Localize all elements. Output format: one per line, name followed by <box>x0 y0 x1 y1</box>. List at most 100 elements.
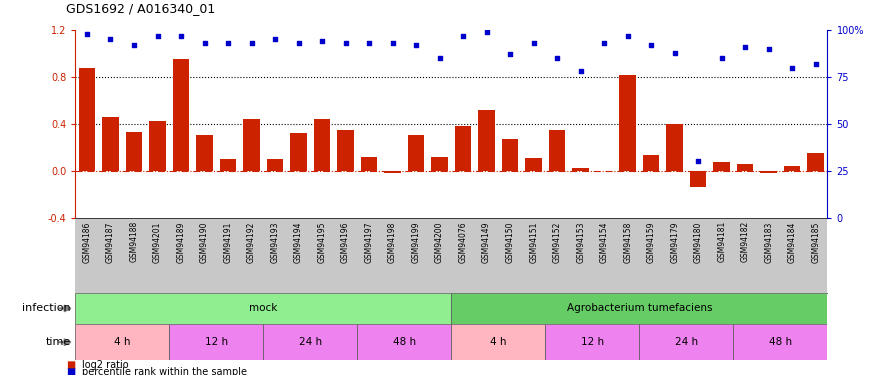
Text: percentile rank within the sample: percentile rank within the sample <box>82 367 247 375</box>
Text: GSM94152: GSM94152 <box>552 221 562 262</box>
Point <box>644 42 658 48</box>
Point <box>338 40 352 46</box>
Point <box>762 46 776 52</box>
Bar <box>408 135 424 171</box>
Text: GSM94188: GSM94188 <box>129 221 138 262</box>
Point <box>456 33 470 39</box>
Text: GSM94179: GSM94179 <box>670 221 679 263</box>
Bar <box>545 324 639 360</box>
Bar <box>451 292 827 324</box>
Text: GSM94158: GSM94158 <box>623 221 632 262</box>
Point <box>268 36 282 42</box>
Text: log2 ratio: log2 ratio <box>82 360 129 370</box>
Text: GSM94201: GSM94201 <box>153 221 162 262</box>
Text: GSM94150: GSM94150 <box>505 221 514 263</box>
Text: 48 h: 48 h <box>769 337 792 347</box>
Point <box>291 40 305 46</box>
Point <box>80 31 94 37</box>
Bar <box>150 122 165 171</box>
Text: GSM94191: GSM94191 <box>224 221 233 262</box>
Text: 12 h: 12 h <box>581 337 604 347</box>
Text: GSM94200: GSM94200 <box>435 221 444 263</box>
Point <box>527 40 541 46</box>
Point <box>174 33 189 39</box>
Bar <box>784 166 800 171</box>
Text: GSM94199: GSM94199 <box>412 221 420 263</box>
Text: GSM94181: GSM94181 <box>717 221 727 262</box>
Bar <box>314 119 330 171</box>
Text: Agrobacterium tumefaciens: Agrobacterium tumefaciens <box>566 303 712 313</box>
Bar <box>690 171 706 187</box>
Point <box>809 61 823 67</box>
Point <box>550 55 565 61</box>
Bar <box>361 157 377 171</box>
Point <box>620 33 635 39</box>
Bar <box>79 68 96 171</box>
Point <box>221 40 235 46</box>
Bar <box>526 158 542 171</box>
Bar <box>807 153 824 171</box>
Point <box>433 55 447 61</box>
Text: 12 h: 12 h <box>204 337 227 347</box>
Point <box>785 64 799 70</box>
Text: GSM94198: GSM94198 <box>389 221 397 262</box>
Point <box>315 38 329 44</box>
Bar <box>502 139 519 171</box>
Text: ■: ■ <box>66 360 75 370</box>
Text: GSM94183: GSM94183 <box>765 221 773 262</box>
Text: ■: ■ <box>66 367 75 375</box>
Text: GSM94151: GSM94151 <box>529 221 538 262</box>
Point <box>386 40 400 46</box>
Point <box>104 36 118 42</box>
Point <box>244 40 258 46</box>
Bar <box>734 324 827 360</box>
Text: 48 h: 48 h <box>393 337 416 347</box>
Text: time: time <box>45 337 71 347</box>
Text: GSM94192: GSM94192 <box>247 221 256 262</box>
Bar <box>451 324 545 360</box>
Bar <box>243 119 260 171</box>
Bar <box>169 324 264 360</box>
Text: GDS1692 / A016340_01: GDS1692 / A016340_01 <box>66 2 216 15</box>
Bar <box>358 324 451 360</box>
Bar <box>75 292 451 324</box>
Bar <box>620 75 636 171</box>
Text: GSM94154: GSM94154 <box>600 221 609 263</box>
Bar <box>219 159 236 171</box>
Point <box>503 51 517 57</box>
Text: GSM94194: GSM94194 <box>294 221 303 263</box>
Bar <box>266 159 283 171</box>
Text: infection: infection <box>22 303 71 313</box>
Text: GSM94153: GSM94153 <box>576 221 585 263</box>
Bar <box>573 168 589 171</box>
Point <box>667 50 681 55</box>
Point <box>714 55 728 61</box>
Text: GSM94149: GSM94149 <box>482 221 491 263</box>
Point <box>573 68 588 74</box>
Text: 24 h: 24 h <box>675 337 698 347</box>
Text: GSM94189: GSM94189 <box>176 221 186 262</box>
Text: GSM94193: GSM94193 <box>271 221 280 263</box>
Text: GSM94185: GSM94185 <box>812 221 820 262</box>
Bar <box>713 162 730 171</box>
Point <box>127 42 141 48</box>
Bar <box>639 324 734 360</box>
Text: GSM94195: GSM94195 <box>318 221 327 263</box>
Text: 4 h: 4 h <box>490 337 506 347</box>
Bar <box>455 126 472 171</box>
Bar <box>126 132 142 171</box>
Bar <box>760 171 777 173</box>
Text: GSM94190: GSM94190 <box>200 221 209 263</box>
Point <box>150 33 165 39</box>
Bar <box>337 130 354 171</box>
Text: GSM94182: GSM94182 <box>741 221 750 262</box>
Point <box>409 42 423 48</box>
Bar <box>264 324 358 360</box>
Point <box>738 44 752 50</box>
Text: 24 h: 24 h <box>299 337 322 347</box>
Text: 4 h: 4 h <box>114 337 130 347</box>
Point <box>691 158 705 164</box>
Text: GSM94184: GSM94184 <box>788 221 796 262</box>
Bar <box>431 157 448 171</box>
Bar <box>103 117 119 171</box>
